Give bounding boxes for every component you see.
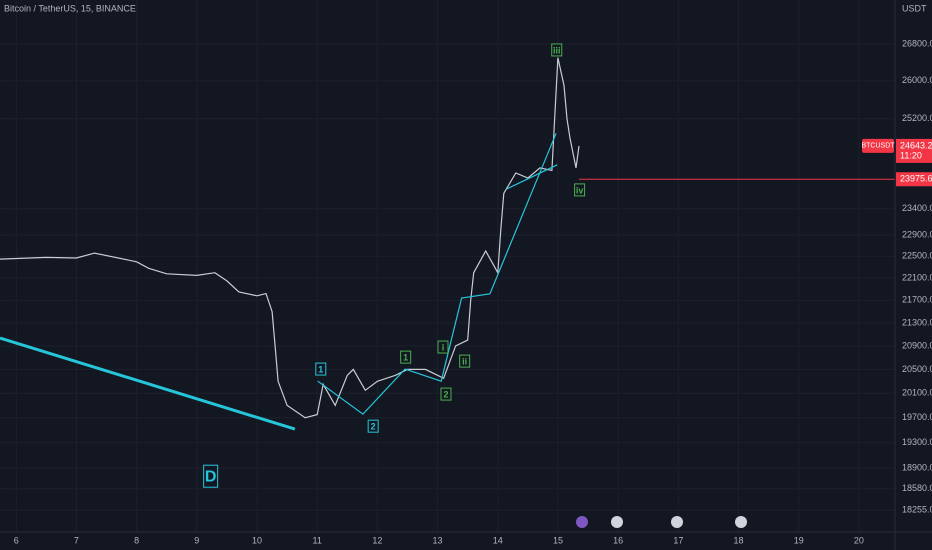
- x-tick-label: 11: [313, 535, 322, 545]
- x-tick-label: 17: [673, 535, 683, 545]
- x-tick-label: 19: [794, 535, 804, 545]
- annotation-box: [315, 362, 327, 376]
- event-icon: [576, 516, 588, 528]
- x-tick-label: 7: [74, 535, 79, 545]
- y-tick-label: 22100.00: [902, 273, 932, 283]
- y-tick-label: 18900.00: [902, 462, 932, 472]
- wave-line: [506, 164, 558, 190]
- event-icon: [735, 516, 747, 528]
- wave-line: [0, 336, 296, 431]
- x-tick-label: 14: [493, 535, 503, 545]
- annotation-box: [551, 43, 563, 57]
- y-tick-label: 20900.00: [902, 340, 932, 350]
- price-line-tag: [896, 172, 932, 187]
- symbol-label: BTCUSDT: [861, 143, 895, 150]
- annotation-box: [203, 464, 219, 488]
- y-tick-label: 19700.00: [902, 412, 932, 422]
- annotation-label: 2: [371, 422, 376, 432]
- price-line: [0, 57, 580, 419]
- wave-line: [317, 133, 557, 415]
- annotation-label: i: [442, 342, 445, 352]
- annotation-box: [574, 183, 586, 197]
- last-price-tag: [896, 138, 932, 163]
- y-tick-label: 19300.00: [902, 437, 932, 447]
- annotation-box: [367, 419, 379, 433]
- event-icon: [671, 516, 683, 528]
- axes: 18255.00 18580.00 18900.00 19300.00 19700.00…: [14, 38, 932, 545]
- annotation-box: [400, 350, 412, 364]
- x-tick-label: 6: [14, 535, 19, 545]
- annotation-label: D: [205, 468, 217, 485]
- x-tick-label: 20: [854, 535, 864, 545]
- y-tick-label: 21700.00: [902, 295, 932, 305]
- x-tick-label: 10: [252, 535, 262, 545]
- y-tick-label: 20500.00: [902, 364, 932, 374]
- annotation-box: [459, 354, 471, 368]
- countdown-label: 11:20: [900, 150, 922, 160]
- annotation-label: ii: [462, 356, 467, 366]
- price-line-label: 23975.67: [900, 174, 932, 184]
- last-price-label: 24643.26: [900, 140, 932, 150]
- y-tick-label: 22900.00: [902, 229, 932, 239]
- y-tick-label: 23400.00: [902, 203, 932, 213]
- x-tick-label: 12: [372, 535, 382, 545]
- annotation-box: [440, 387, 452, 401]
- y-tick-label: 25200.00: [902, 113, 932, 123]
- annotation-label: iv: [576, 185, 584, 195]
- symbol-tag: [862, 138, 894, 153]
- x-tick-label: 8: [134, 535, 139, 545]
- annotation-box: [437, 340, 449, 354]
- event-icons: [576, 516, 747, 528]
- x-tick-label: 13: [433, 535, 443, 545]
- y-tick-label: 26000.00: [902, 75, 932, 85]
- x-tick-label: 9: [194, 535, 199, 545]
- y-tick-label: 22500.00: [902, 251, 932, 261]
- y-tick-label: 18255.00: [902, 505, 932, 515]
- y-tick-label: 26800.00: [902, 38, 932, 48]
- y-tick-label: 21300.00: [902, 317, 932, 327]
- annotation-label: iii: [553, 45, 561, 55]
- annotation-label: 1: [403, 352, 408, 362]
- x-tick-label: 18: [734, 535, 744, 545]
- y-tick-label: 20100.00: [902, 388, 932, 398]
- chart-title: Bitcoin / TetherUS, 15, BINANCE: [4, 3, 136, 13]
- grid: [0, 0, 895, 532]
- y-tick-label: 18580.00: [902, 483, 932, 493]
- annotation-label: 1: [318, 364, 323, 374]
- y-unit: USDT: [902, 3, 927, 13]
- x-tick-label: 16: [613, 535, 623, 545]
- event-icon: [611, 516, 623, 528]
- x-tick-label: 15: [553, 535, 563, 545]
- annotation-label: 2: [443, 389, 448, 399]
